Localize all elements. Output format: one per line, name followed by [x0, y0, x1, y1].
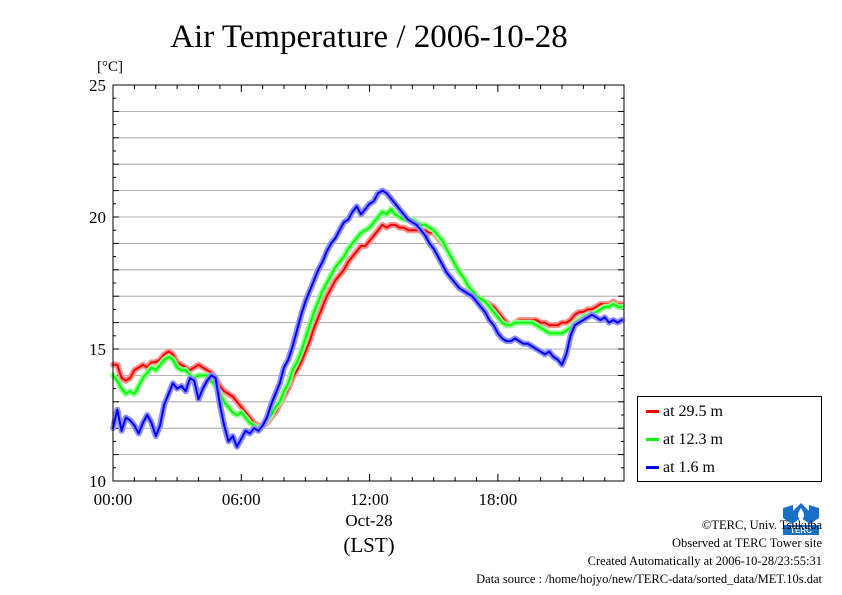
- x-tick-label: 00:00: [94, 490, 133, 509]
- chart-title: Air Temperature / 2006-10-28: [170, 19, 568, 55]
- legend-label: at 12.3 m: [663, 431, 723, 448]
- x-tick-label: 12:00: [350, 490, 389, 509]
- chart-legend: at 29.5 m at 12.3 m at 1.6 m: [637, 396, 822, 482]
- series-line-1: [112, 208, 623, 430]
- legend-item-12-3m: at 12.3 m: [646, 430, 723, 450]
- axis-ticks: [112, 84, 624, 482]
- series-line-0: [112, 223, 623, 427]
- legend-label: at 1.6 m: [663, 459, 715, 476]
- footer-created-timestamp: Created Automatically at 2006-10-28/23:5…: [587, 554, 822, 568]
- series-lines: [110, 187, 625, 450]
- series-line-2: [112, 189, 623, 448]
- footer-data-source: Data source : /home/hojyo/new/TERC-data/…: [476, 572, 822, 586]
- legend-swatch-blue: [646, 465, 659, 469]
- legend-item-1-6m: at 1.6 m: [646, 458, 715, 478]
- plot-frame: [112, 84, 625, 482]
- series-halo-0: [110, 221, 625, 429]
- grid-lines: [113, 111, 624, 456]
- y-tick-label: 20: [89, 208, 106, 227]
- terc-logo-icon: TERC: [780, 502, 822, 536]
- footer-observed-site: Observed at TERC Tower site: [671, 536, 822, 550]
- y-axis-unit-label: [°C]: [97, 59, 123, 75]
- y-tick-labels: 10 15 20 25: [89, 76, 106, 491]
- legend-swatch-green: [646, 437, 659, 441]
- x-tick-label: 06:00: [222, 490, 261, 509]
- footer-copyright: ©TERC, Univ. Tsukuba: [701, 518, 822, 532]
- y-tick-label: 15: [89, 340, 106, 359]
- legend-label: at 29.5 m: [663, 403, 723, 420]
- y-tick-label: 10: [89, 472, 106, 491]
- legend-item-29-5m: at 29.5 m: [646, 402, 723, 422]
- y-tick-label: 25: [89, 76, 106, 95]
- x-tick-label: 18:00: [478, 490, 517, 509]
- x-axis-title: (LST): [343, 533, 394, 557]
- legend-swatch-red: [646, 409, 659, 413]
- x-tick-labels: 00:00 06:00 12:00 18:00: [94, 490, 518, 509]
- x-axis-date-label: Oct-28: [345, 511, 392, 530]
- logo-text: TERC: [790, 526, 812, 535]
